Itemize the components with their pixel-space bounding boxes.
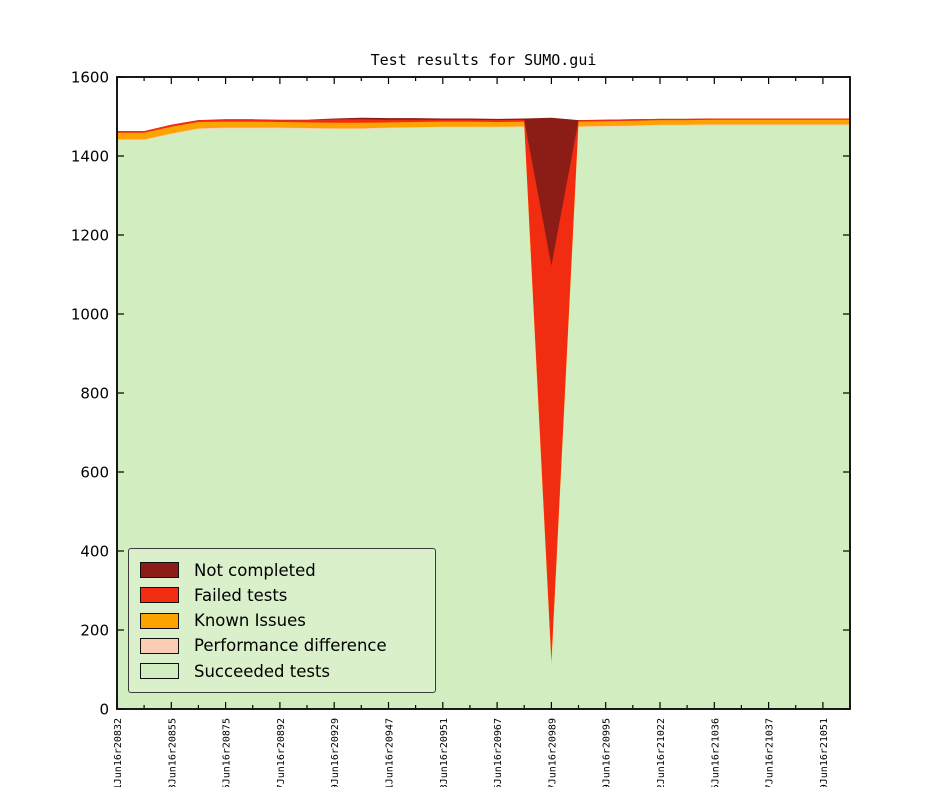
legend-label: Known Issues	[194, 611, 306, 630]
y-tick-label: 400	[80, 543, 109, 561]
y-tick-label: 800	[80, 385, 109, 403]
y-tick-label: 1600	[71, 69, 109, 87]
x-tick-label: 27Jun16r21037	[765, 718, 776, 787]
legend-label: Succeeded tests	[194, 661, 331, 681]
x-tick-label: 22Jun16r21022	[656, 718, 667, 787]
legend-item-not-completed: Not completed	[140, 558, 423, 582]
legend-label: Failed tests	[194, 585, 288, 605]
axes-frame	[116, 76, 851, 710]
legend-item-performance-difference: Performance difference	[140, 634, 423, 658]
x-tick-label: 05Jun16r20875	[222, 718, 233, 787]
x-tick-label: 17Jun16r20989	[547, 718, 558, 787]
legend-item-failed-tests: Failed tests	[140, 583, 423, 607]
x-tick-label: 01Jun16r20832	[113, 718, 124, 787]
legend-swatch	[140, 663, 179, 679]
x-tick-label: 11Jun16r20947	[384, 718, 395, 787]
legend-swatch	[140, 587, 179, 604]
y-tick-label: 1400	[71, 148, 109, 166]
x-tick-label: 25Jun16r21036	[710, 718, 721, 787]
x-tick-label: 19Jun16r20995	[602, 718, 613, 787]
x-tick-label: 15Jun16r20967	[493, 718, 504, 787]
legend-swatch	[140, 562, 179, 578]
y-tick-label: 0	[99, 701, 109, 719]
x-tick-label: 13Jun16r20951	[439, 718, 450, 787]
x-tick-label: 07Jun16r20892	[276, 718, 287, 787]
legend-item-succeeded-tests: Succeeded tests	[140, 659, 423, 683]
legend-item-known-issues: Known Issues	[140, 609, 423, 633]
x-tick-label: 03Jun16r20855	[167, 718, 178, 787]
legend-label: Performance difference	[194, 636, 387, 656]
x-tick-label: 29Jun16r21051	[819, 718, 830, 787]
y-tick-label: 600	[80, 464, 109, 482]
y-tick-label: 1000	[71, 306, 109, 324]
y-tick-label: 200	[80, 622, 109, 640]
chart-title: Test results for SUMO.gui	[370, 51, 597, 69]
legend-swatch	[140, 637, 179, 654]
x-tick-label: 09Jun16r20929	[330, 718, 341, 787]
legend-swatch	[140, 612, 179, 629]
legend: Not completed Failed tests Known Issues Per…	[128, 548, 436, 693]
y-tick-label: 1200	[71, 227, 109, 245]
legend-label: Not completed	[194, 560, 316, 580]
